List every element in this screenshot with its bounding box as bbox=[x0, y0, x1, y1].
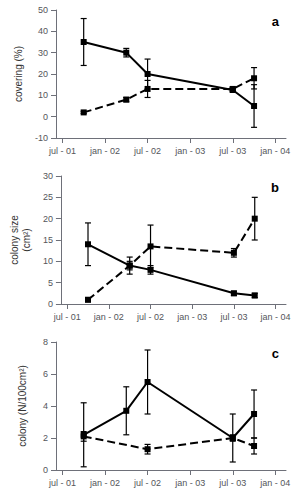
svg-text:25: 25 bbox=[43, 192, 53, 202]
svg-text:jan - 02: jan - 02 bbox=[89, 478, 120, 488]
svg-text:jul - 03: jul - 03 bbox=[218, 146, 246, 156]
svg-text:10: 10 bbox=[43, 256, 53, 266]
svg-text:40: 40 bbox=[38, 26, 48, 36]
svg-text:jul - 02: jul - 02 bbox=[136, 312, 164, 322]
svg-text:2: 2 bbox=[43, 433, 48, 443]
svg-text:5: 5 bbox=[48, 278, 53, 288]
svg-text:colony (N/100cm²): colony (N/100cm²) bbox=[17, 365, 28, 447]
svg-text:0: 0 bbox=[43, 465, 48, 475]
svg-text:jan - 03: jan - 03 bbox=[176, 312, 207, 322]
svg-text:jan - 03: jan - 03 bbox=[174, 146, 205, 156]
svg-text:15: 15 bbox=[43, 235, 53, 245]
svg-text:50: 50 bbox=[38, 5, 48, 15]
svg-text:6: 6 bbox=[43, 369, 48, 379]
svg-text:b: b bbox=[271, 180, 279, 195]
svg-text:(cm²): (cm²) bbox=[21, 228, 32, 251]
svg-text:c: c bbox=[272, 346, 279, 361]
svg-text:jan - 02: jan - 02 bbox=[93, 312, 124, 322]
svg-text:jul - 01: jul - 01 bbox=[48, 478, 76, 488]
svg-text:covering (%): covering (%) bbox=[13, 46, 24, 102]
svg-text:jul - 02: jul - 02 bbox=[133, 478, 161, 488]
svg-text:colony size: colony size bbox=[9, 215, 20, 265]
svg-text:0: 0 bbox=[43, 112, 48, 122]
svg-text:0: 0 bbox=[48, 299, 53, 309]
svg-text:a: a bbox=[272, 14, 280, 29]
svg-text:jul - 01: jul - 01 bbox=[48, 146, 76, 156]
svg-text:-10: -10 bbox=[35, 133, 48, 143]
svg-text:30: 30 bbox=[43, 171, 53, 181]
svg-text:jul - 01: jul - 01 bbox=[53, 312, 81, 322]
svg-text:8: 8 bbox=[43, 337, 48, 347]
svg-text:20: 20 bbox=[38, 69, 48, 79]
svg-text:20: 20 bbox=[43, 214, 53, 224]
svg-text:10: 10 bbox=[38, 90, 48, 100]
svg-text:jan - 04: jan - 04 bbox=[260, 312, 291, 322]
svg-text:jan - 02: jan - 02 bbox=[89, 146, 120, 156]
svg-text:jul - 03: jul - 03 bbox=[219, 312, 247, 322]
svg-text:jan - 04: jan - 04 bbox=[259, 146, 290, 156]
svg-text:jan - 04: jan - 04 bbox=[259, 478, 290, 488]
svg-text:4: 4 bbox=[43, 401, 48, 411]
svg-text:jul - 03: jul - 03 bbox=[218, 478, 246, 488]
svg-text:jul - 02: jul - 02 bbox=[133, 146, 161, 156]
svg-text:30: 30 bbox=[38, 48, 48, 58]
svg-text:jan - 03: jan - 03 bbox=[174, 478, 205, 488]
